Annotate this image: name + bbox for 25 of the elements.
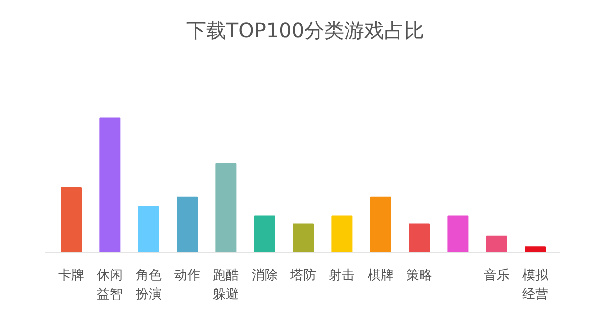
x-tick-label: 消除 [252,268,278,284]
bar [216,163,237,253]
bar [370,196,392,253]
bar [254,216,276,253]
bar [332,216,353,253]
bar [100,118,121,253]
x-tick-label: 卡牌 [58,268,84,284]
x-tick-label: 棋牌 [368,268,394,284]
bar [486,236,508,253]
x-tick-label: 射击 [329,268,356,284]
bar [177,196,198,253]
x-tick-label: 休闲益智 [97,268,124,302]
x-tick-label: 角色扮演 [134,268,162,302]
x-tick-label: 动作 [174,268,201,284]
bar [293,224,314,253]
x-tick-label: 策略 [406,268,433,284]
bar [409,224,430,253]
x-tick-label: 塔防 [290,268,317,284]
x-tick-label: 跑酷躲避 [213,268,240,302]
bar [61,188,82,253]
x-tick-label: 音乐 [484,268,510,284]
bar [138,206,160,253]
bar [448,216,469,253]
x-tick-label: 模拟经营 [522,268,550,302]
chart-title: 下载TOP100分类游戏占比 [186,18,425,42]
